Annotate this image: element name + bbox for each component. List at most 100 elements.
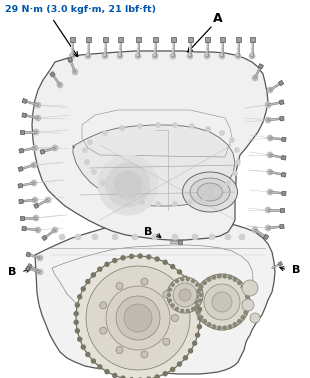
- Polygon shape: [26, 252, 30, 257]
- Polygon shape: [46, 229, 55, 237]
- FancyBboxPatch shape: [221, 42, 223, 56]
- Circle shape: [265, 207, 271, 213]
- Circle shape: [265, 225, 271, 231]
- Polygon shape: [18, 167, 23, 172]
- Circle shape: [152, 53, 158, 59]
- Circle shape: [105, 262, 109, 266]
- Circle shape: [204, 284, 240, 320]
- Polygon shape: [270, 137, 282, 140]
- Circle shape: [92, 234, 98, 240]
- Circle shape: [233, 278, 237, 281]
- Circle shape: [246, 300, 250, 304]
- Polygon shape: [53, 75, 61, 85]
- Circle shape: [31, 180, 37, 186]
- Circle shape: [192, 307, 194, 310]
- Polygon shape: [22, 113, 27, 118]
- Text: B: B: [292, 265, 300, 275]
- Polygon shape: [281, 172, 286, 177]
- FancyBboxPatch shape: [119, 42, 121, 56]
- Polygon shape: [26, 266, 30, 271]
- Circle shape: [37, 269, 43, 275]
- Circle shape: [194, 300, 198, 304]
- Circle shape: [119, 125, 125, 130]
- Polygon shape: [264, 234, 269, 240]
- Polygon shape: [278, 81, 284, 86]
- Polygon shape: [31, 266, 38, 271]
- Circle shape: [199, 316, 203, 319]
- FancyBboxPatch shape: [154, 42, 156, 56]
- Polygon shape: [30, 268, 40, 273]
- Circle shape: [178, 362, 181, 366]
- Circle shape: [170, 53, 176, 59]
- Circle shape: [74, 312, 78, 316]
- Circle shape: [184, 276, 188, 280]
- Polygon shape: [24, 217, 36, 219]
- Circle shape: [52, 227, 58, 233]
- Circle shape: [181, 309, 184, 312]
- FancyBboxPatch shape: [104, 42, 106, 56]
- Circle shape: [32, 197, 38, 203]
- Circle shape: [241, 316, 245, 319]
- Circle shape: [117, 53, 123, 59]
- Circle shape: [106, 286, 170, 350]
- Polygon shape: [258, 64, 263, 69]
- Circle shape: [178, 270, 181, 274]
- Text: B: B: [144, 227, 152, 237]
- Circle shape: [186, 309, 189, 312]
- Circle shape: [147, 377, 151, 378]
- Circle shape: [196, 333, 200, 337]
- FancyBboxPatch shape: [189, 42, 191, 56]
- Circle shape: [78, 295, 82, 299]
- Polygon shape: [272, 264, 279, 269]
- Circle shape: [198, 299, 202, 302]
- Ellipse shape: [183, 172, 237, 212]
- Circle shape: [168, 299, 171, 302]
- Circle shape: [173, 283, 197, 307]
- Circle shape: [85, 53, 91, 59]
- Circle shape: [163, 260, 167, 264]
- Circle shape: [35, 227, 41, 233]
- Circle shape: [244, 290, 248, 293]
- Polygon shape: [26, 101, 38, 106]
- Circle shape: [87, 139, 92, 144]
- Circle shape: [171, 304, 174, 307]
- Polygon shape: [23, 147, 35, 151]
- Circle shape: [172, 122, 178, 127]
- Circle shape: [237, 281, 241, 285]
- Text: 29 N·m (3.0 kgf·m, 21 lbf·ft): 29 N·m (3.0 kgf·m, 21 lbf·ft): [5, 5, 156, 14]
- Circle shape: [130, 254, 134, 258]
- Circle shape: [192, 280, 194, 283]
- Circle shape: [195, 295, 198, 298]
- Circle shape: [138, 254, 142, 258]
- Circle shape: [198, 288, 202, 291]
- Circle shape: [103, 130, 108, 135]
- Polygon shape: [282, 137, 286, 142]
- Circle shape: [242, 280, 258, 296]
- Circle shape: [85, 160, 90, 164]
- Circle shape: [250, 313, 260, 323]
- Circle shape: [193, 291, 197, 295]
- Circle shape: [242, 299, 254, 311]
- Polygon shape: [280, 208, 284, 212]
- Circle shape: [171, 367, 175, 372]
- Circle shape: [114, 171, 142, 199]
- Circle shape: [207, 278, 211, 281]
- Circle shape: [203, 319, 206, 323]
- Circle shape: [163, 372, 167, 376]
- Circle shape: [184, 356, 188, 360]
- Circle shape: [100, 327, 107, 334]
- Polygon shape: [19, 149, 24, 153]
- Polygon shape: [22, 226, 26, 231]
- Polygon shape: [34, 203, 39, 209]
- Circle shape: [172, 234, 178, 240]
- Circle shape: [246, 305, 249, 309]
- Circle shape: [192, 234, 198, 240]
- Polygon shape: [268, 209, 280, 211]
- Circle shape: [202, 195, 207, 200]
- Circle shape: [232, 170, 237, 175]
- Circle shape: [212, 276, 216, 279]
- Circle shape: [167, 277, 203, 313]
- Circle shape: [116, 347, 123, 353]
- Circle shape: [188, 283, 193, 287]
- FancyBboxPatch shape: [251, 42, 253, 56]
